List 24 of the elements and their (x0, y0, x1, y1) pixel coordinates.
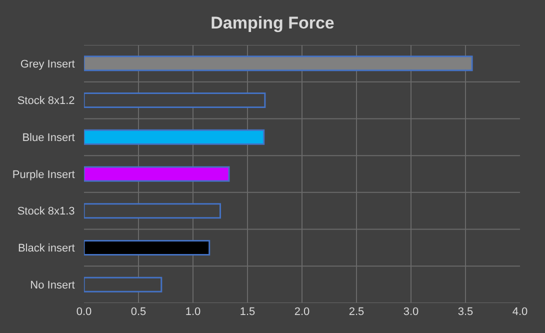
y-tick-label: Blue Insert (22, 132, 75, 144)
y-tick-label: Grey Insert (20, 58, 75, 70)
x-tick-label: 3.5 (458, 306, 474, 318)
bar (84, 56, 473, 72)
x-tick-label: 0.0 (76, 306, 92, 318)
bar (84, 203, 221, 219)
x-tick-label: 0.5 (130, 306, 146, 318)
x-tick-label: 4.0 (512, 306, 528, 318)
x-tick-label: 1.5 (240, 306, 256, 318)
bar (84, 92, 266, 108)
y-tick-label: Stock 8x1.2 (17, 95, 75, 108)
y-tick-label: Purple Insert (12, 168, 75, 181)
y-tick-label: Stock 8x1.3 (17, 206, 75, 218)
y-tick-label: No Insert (30, 279, 75, 292)
x-tick-label: 2.0 (294, 306, 310, 318)
bar (84, 240, 210, 256)
x-tick-label: 3.0 (403, 306, 419, 318)
x-tick-label: 2.5 (348, 306, 364, 318)
y-tick-label: Black insert (18, 242, 75, 255)
bar (84, 276, 162, 292)
bar (84, 166, 230, 182)
x-tick-label: 1.0 (185, 306, 201, 318)
chart-title: Damping Force (210, 14, 334, 33)
bar (84, 129, 265, 145)
